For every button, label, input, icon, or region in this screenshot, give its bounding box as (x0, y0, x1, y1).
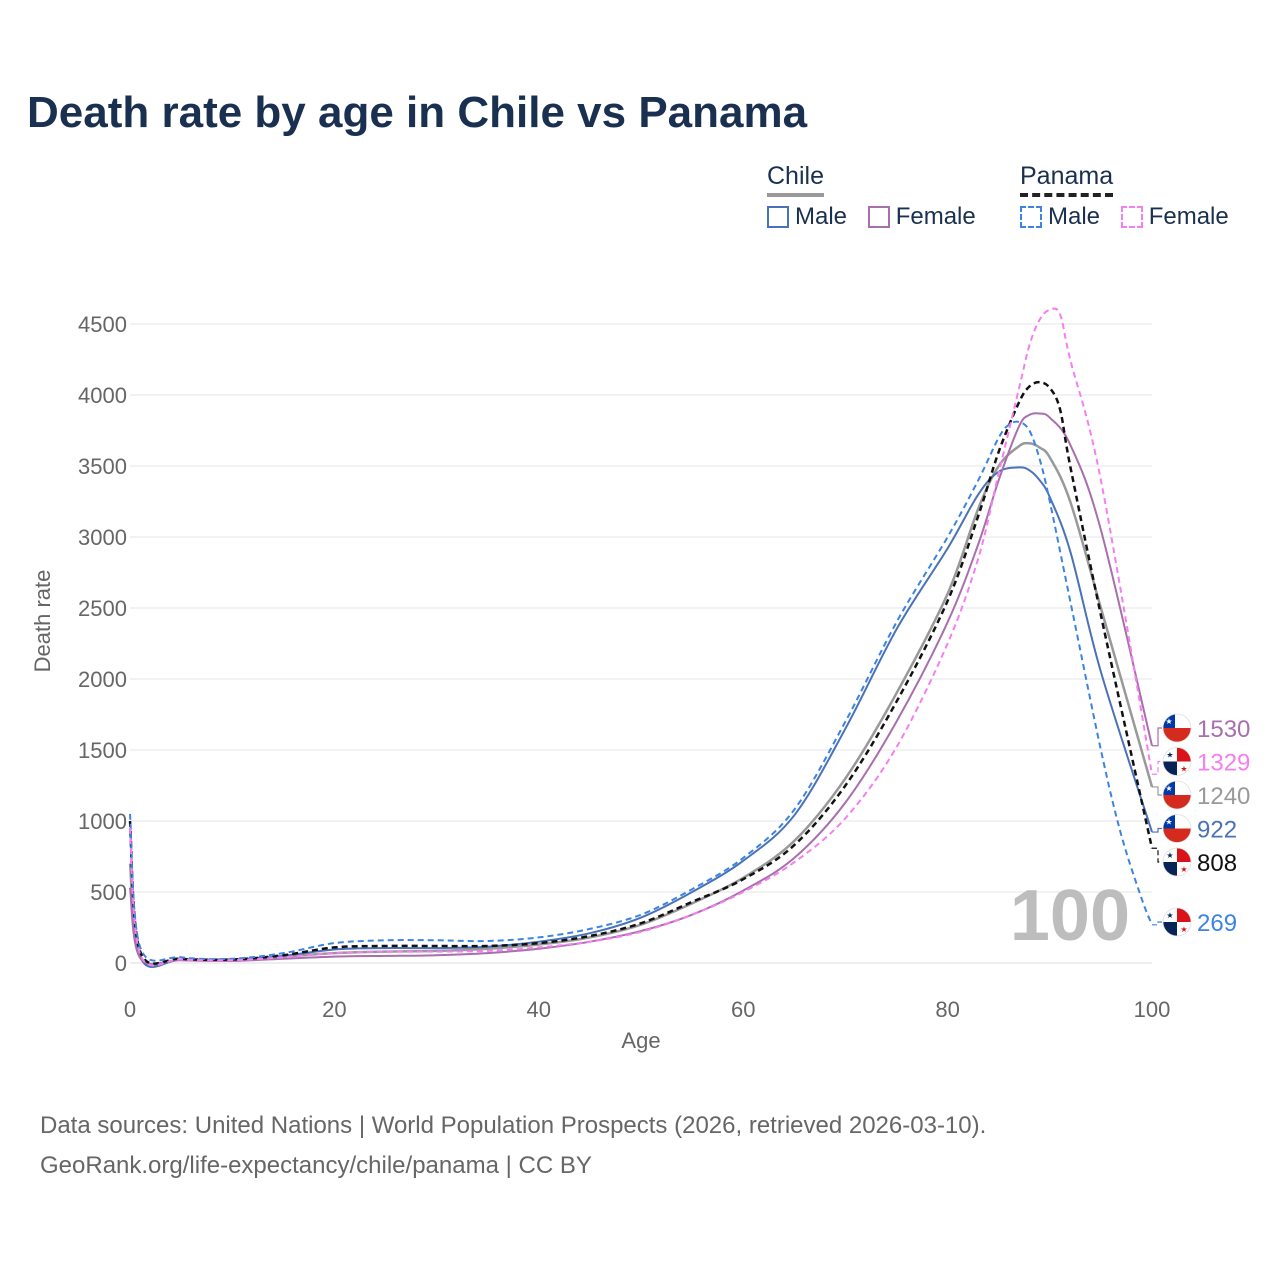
end-label-panama_total: 808 (1197, 850, 1237, 877)
x-axis-ticks: 0 20 40 60 80 100 (124, 997, 1170, 1022)
legend-chile-female-label: Female (895, 203, 976, 230)
svg-text:★: ★ (1165, 717, 1172, 726)
y-tick-label-4000: 4000 (78, 383, 127, 408)
legend-panama-female-label: Female (1148, 203, 1229, 230)
svg-text:★: ★ (1166, 911, 1173, 920)
leader-line-panama_female (1152, 760, 1162, 775)
svg-text:★: ★ (1166, 851, 1173, 860)
legend-chile-male-label: Male (795, 203, 848, 230)
legend-panama: Panama Male Female (1020, 162, 1229, 235)
end-label-panama_female: 1329 (1197, 750, 1250, 777)
footer: Data sources: United Nations | World Pop… (40, 1106, 986, 1186)
legend-chile-heading: Chile (767, 162, 824, 197)
end-label-chile_male: 922 (1197, 817, 1237, 844)
end-label-chile_total: 1240 (1197, 783, 1250, 810)
x-tick-label-80: 80 (935, 997, 959, 1022)
y-tick-label-2000: 2000 (78, 667, 127, 692)
svg-text:★: ★ (1180, 865, 1187, 874)
leader-line-chile_male (1152, 827, 1162, 833)
series-line-panama_total[interactable] (128, 380, 1154, 965)
x-tick-label-0: 0 (124, 997, 136, 1022)
x-axis-title: Age (621, 1028, 660, 1053)
svg-text:★: ★ (1180, 925, 1187, 934)
legend-swatch-panama-female (1120, 206, 1143, 228)
footer-sources: Data sources: United Nations | World Pop… (40, 1112, 987, 1139)
legend-swatch-panama-male (1020, 206, 1042, 228)
footer-link[interactable]: GeoRank.org/life-expectancy/chile/panama… (40, 1152, 592, 1179)
svg-text:★: ★ (1180, 765, 1187, 774)
series-line-chile_male[interactable] (129, 466, 1153, 968)
flag-panama-icon: ★★ (1162, 847, 1192, 877)
y-tick-label-2500: 2500 (78, 596, 127, 621)
y-tick-label-1000: 1000 (78, 809, 127, 834)
x-tick-label-40: 40 (527, 997, 551, 1022)
flag-chile-icon: ★ (1162, 814, 1192, 843)
series-lines (128, 307, 1154, 968)
series-line-panama_male[interactable] (129, 420, 1153, 962)
year-watermark: 100 (1010, 876, 1130, 956)
leader-line-panama_male (1152, 921, 1162, 926)
end-label-chile_female: 1530 (1197, 716, 1250, 743)
legend-panama-male-label: Male (1048, 203, 1101, 230)
end-labels: ★ 1530★★ 1329★ 1240★ 922★★ 808★★ 269 (1152, 713, 1250, 937)
y-axis-title: Death rate (30, 570, 55, 673)
legend-chile-male[interactable]: Male (767, 203, 847, 231)
leader-line-chile_total (1152, 786, 1162, 796)
legend-panama-heading: Panama (1020, 162, 1114, 197)
y-tick-label-1500: 1500 (78, 738, 127, 763)
flag-panama-icon: ★★ (1162, 747, 1192, 776)
series-line-chile_total[interactable] (128, 441, 1154, 967)
svg-text:★: ★ (1166, 751, 1173, 760)
series-line-chile_female[interactable] (129, 412, 1153, 965)
legend-swatch-chile-female (867, 206, 890, 228)
legend-panama-female[interactable]: Female (1120, 203, 1229, 231)
leader-line-chile_female (1152, 727, 1162, 747)
legend-chile-female[interactable]: Female (867, 203, 976, 231)
end-label-panama_male: 269 (1197, 910, 1237, 937)
grid-lines (130, 323, 1152, 964)
x-tick-label-60: 60 (731, 997, 755, 1022)
flag-chile-icon: ★ (1162, 780, 1192, 810)
svg-text:★: ★ (1165, 784, 1172, 793)
flag-panama-icon: ★★ (1162, 907, 1192, 937)
y-tick-label-0: 0 (115, 951, 127, 976)
leader-line-panama_total (1152, 847, 1162, 863)
series-line-panama_female[interactable] (129, 307, 1153, 967)
svg-text:★: ★ (1165, 818, 1172, 827)
flag-chile-icon: ★ (1162, 713, 1192, 743)
y-tick-label-3500: 3500 (78, 454, 127, 479)
x-tick-label-100: 100 (1134, 997, 1171, 1022)
y-tick-label-500: 500 (90, 880, 127, 905)
y-tick-label-3000: 3000 (78, 525, 127, 550)
legend-chile: Chile Male Female (767, 162, 990, 235)
y-tick-label-4500: 4500 (78, 312, 127, 337)
y-axis-ticks: 0 500 1000 1500 2000 2500 3000 3500 4000 4500 (78, 312, 127, 976)
x-tick-label-20: 20 (322, 997, 346, 1022)
chart-title: Death rate by age in Chile vs Panama (27, 88, 808, 137)
legend-swatch-chile-male (767, 206, 789, 228)
legend-panama-male[interactable]: Male (1020, 203, 1100, 231)
